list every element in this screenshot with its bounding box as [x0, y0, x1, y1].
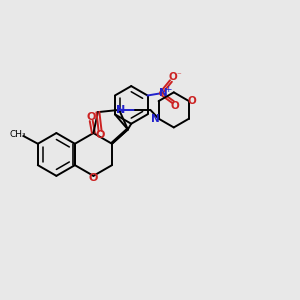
Text: CH₃: CH₃: [10, 130, 26, 139]
Text: O: O: [89, 173, 98, 183]
Text: O: O: [168, 72, 177, 82]
Text: ⁻: ⁻: [176, 71, 181, 80]
Text: N: N: [159, 88, 168, 98]
Text: O: O: [95, 130, 105, 140]
Text: O: O: [86, 112, 96, 122]
Text: N: N: [116, 105, 125, 115]
Text: O: O: [170, 101, 179, 111]
Text: +: +: [164, 85, 171, 94]
Text: O: O: [188, 96, 196, 106]
Text: N: N: [151, 114, 160, 124]
